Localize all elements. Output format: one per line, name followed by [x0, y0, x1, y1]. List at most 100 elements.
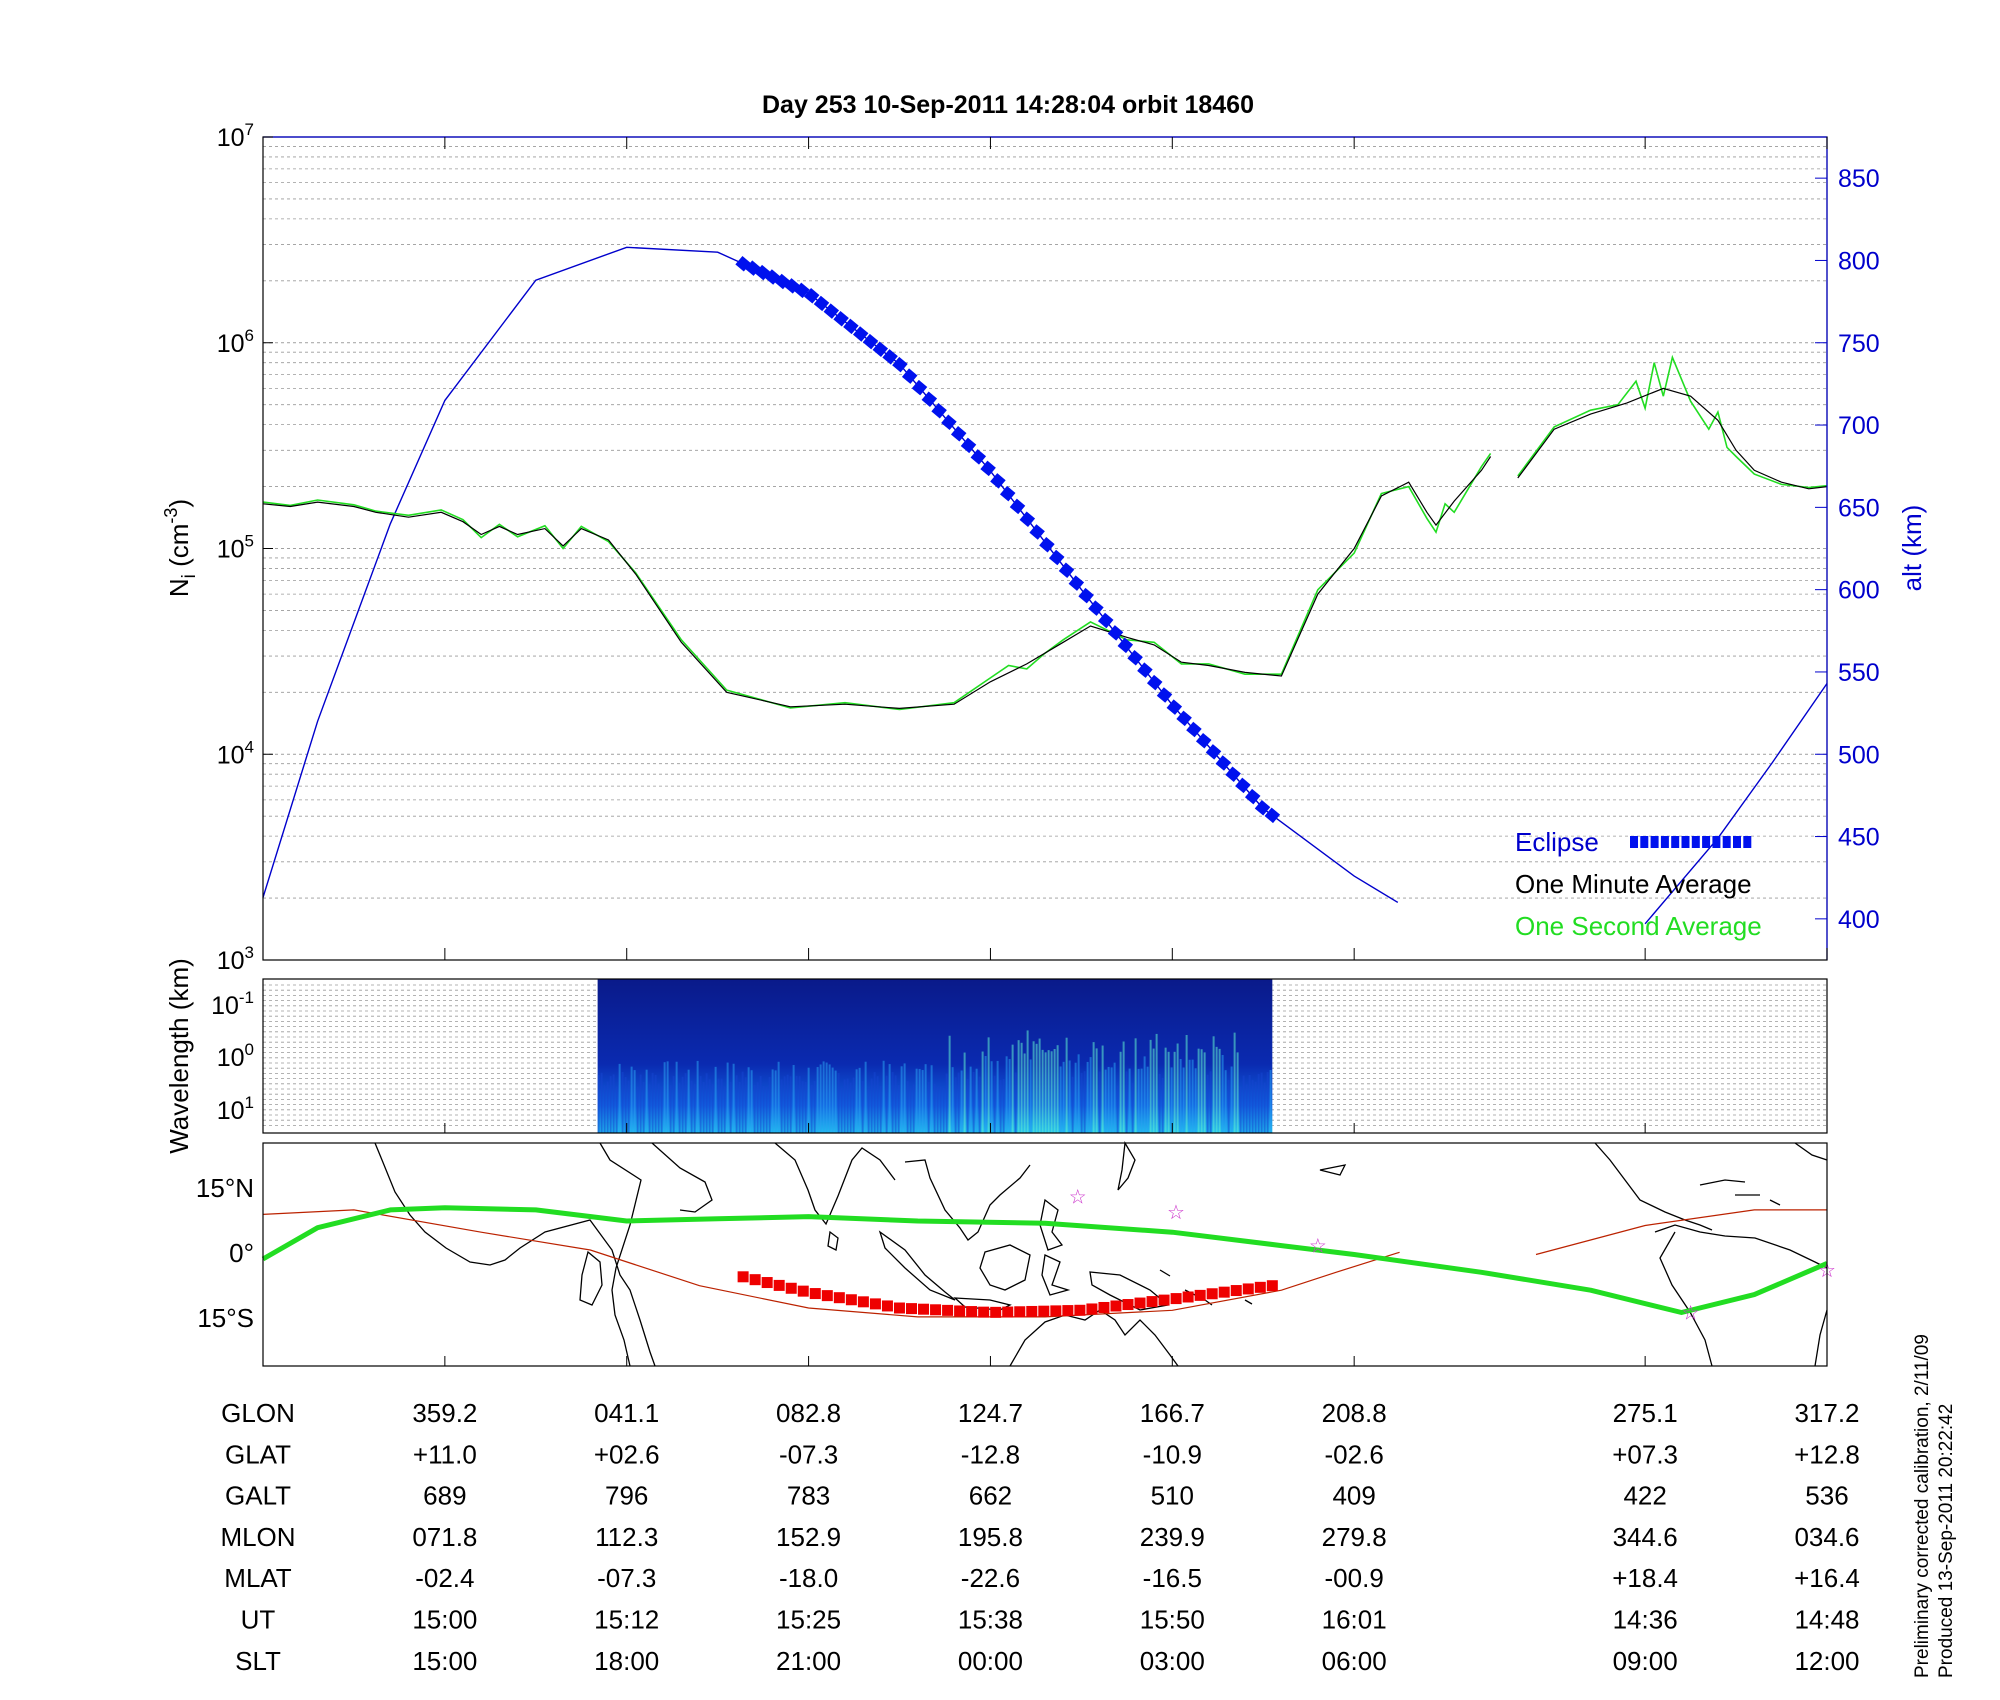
spectrogram-streak [780, 1079, 783, 1133]
eclipse-marker [1166, 699, 1183, 715]
table-cell: 112.3 [595, 1522, 658, 1552]
figure-title: Day 253 10-Sep-2011 14:28:04 orbit 18460 [762, 91, 1254, 119]
table-cell: 14:48 [1794, 1605, 1859, 1635]
table-cell: 15:00 [412, 1646, 477, 1676]
spectrogram-streak [1173, 1051, 1176, 1133]
spectrogram-streak [777, 1061, 780, 1133]
spectrogram-streak [1185, 1034, 1188, 1133]
spectrogram-streak [1059, 1066, 1062, 1133]
spectrogram-streak [762, 1085, 765, 1133]
one-minute-line [262, 456, 1492, 710]
spectrogram-streak [801, 1081, 804, 1133]
table-cell: 783 [787, 1481, 830, 1511]
spectrogram-streak [1053, 1049, 1056, 1133]
spectrogram-streak [1164, 1047, 1167, 1133]
table-cell: 166.7 [1140, 1398, 1205, 1428]
eclipse-marker [1078, 587, 1094, 604]
spectrogram-streak [1077, 1054, 1080, 1133]
spectrogram-streak [753, 1084, 756, 1133]
eclipse-marker [960, 437, 977, 454]
spectrogram-streak [1134, 1038, 1137, 1133]
eclipse-track-marker [954, 1305, 966, 1317]
spectrogram-streak [1203, 1052, 1206, 1133]
eclipse-marker [1127, 650, 1143, 666]
legend-eclipse-marker [1640, 836, 1649, 848]
spectrogram-streak [909, 1087, 912, 1133]
spectrogram-streak [1068, 1060, 1071, 1133]
spectrogram-streak [1131, 1083, 1134, 1133]
legend-eclipse-marker [1733, 836, 1741, 848]
spectrogram-streak [729, 1081, 732, 1133]
spectrogram-streak [1200, 1049, 1203, 1133]
spectrogram-streak [1209, 1071, 1212, 1133]
spectrogram-streak [804, 1081, 807, 1133]
spectrogram-streak [1044, 1052, 1047, 1133]
magnetic-equator-line [1535, 1209, 1827, 1256]
spectrogram-streak [864, 1061, 867, 1133]
spectrogram-streak [774, 1070, 777, 1133]
spectrogram-streak [1179, 1059, 1182, 1133]
one-second-line [1517, 354, 1828, 489]
spectrogram-streak [852, 1077, 855, 1133]
eclipse-marker [980, 460, 996, 477]
eclipse-marker [1029, 524, 1045, 540]
spectrogram-streak [1047, 1050, 1050, 1133]
table-cell: +11.0 [413, 1439, 477, 1469]
spectrogram-streak [939, 1086, 942, 1133]
spectrogram-streak [984, 1055, 987, 1133]
spectrogram-streak [1245, 1084, 1248, 1133]
table-cell: 082.8 [776, 1398, 841, 1428]
spectrogram-streak [1128, 1068, 1131, 1133]
eclipse-track-marker [857, 1296, 869, 1308]
spectrogram-streak [921, 1070, 924, 1133]
eclipse-track-marker [869, 1298, 881, 1310]
spectrogram-streak [1074, 1062, 1077, 1133]
table-cell: 21:00 [776, 1646, 841, 1676]
spectrogram-streak [807, 1067, 810, 1133]
spectrogram-streak [717, 1078, 720, 1133]
spectrogram-streak [663, 1062, 666, 1133]
spectrogram-streak [711, 1084, 714, 1133]
table-row-label: GALT [225, 1481, 291, 1511]
spectrogram-streak [636, 1086, 639, 1133]
eclipse-marker [803, 288, 820, 304]
spectrogram-streak [1083, 1071, 1086, 1133]
y2-axis-label: alt (km) [1897, 505, 1927, 592]
y2-tick-label: 600 [1838, 577, 1880, 605]
spectrogram-streak [843, 1079, 846, 1133]
eclipse-marker [999, 485, 1016, 502]
eclipse-marker [921, 391, 938, 407]
spectrogram-streak [867, 1088, 870, 1133]
spectrogram-streak [1071, 1076, 1074, 1133]
magnetic-equator-line [262, 1209, 1400, 1318]
eclipse-track-marker [1122, 1299, 1134, 1311]
spectrogram-panel: 10-1 100 101 Wavelength (km) [164, 958, 1828, 1154]
legend-eclipse-marker [1630, 836, 1638, 848]
spectrogram-streak [870, 1078, 873, 1133]
spectrogram-streak [741, 1071, 744, 1133]
se-asia-coast [904, 1159, 1031, 1241]
spectrogram-streak [1230, 1066, 1233, 1133]
spectrogram-streak [966, 1078, 969, 1133]
eclipse-marker [901, 368, 918, 384]
spectrogram-streak [1125, 1071, 1128, 1133]
spectrogram-streak [1089, 1057, 1092, 1133]
spectrogram-streak [747, 1067, 750, 1133]
map-y-tick: 15°S [197, 1303, 254, 1333]
spectrogram-streak [1182, 1067, 1185, 1133]
spectrogram-streak [1035, 1043, 1038, 1133]
eclipse-marker [1058, 562, 1075, 579]
spectrogram-streak [957, 1072, 960, 1133]
eclipse-track-marker [1242, 1283, 1254, 1295]
arabia-coast [651, 1142, 713, 1213]
y2-tick-label: 800 [1838, 247, 1880, 275]
spectrogram-streak [792, 1065, 795, 1133]
eclipse-marker [1107, 625, 1124, 641]
spectrogram-streak [906, 1081, 909, 1133]
y2-tick-label: 650 [1838, 494, 1880, 522]
coastlines [374, 1140, 1828, 1367]
spectrogram-streak [1227, 1079, 1230, 1133]
spectrogram-streak [822, 1061, 825, 1133]
spectrogram-streak [855, 1069, 858, 1133]
spectrogram-streak [1113, 1062, 1116, 1133]
